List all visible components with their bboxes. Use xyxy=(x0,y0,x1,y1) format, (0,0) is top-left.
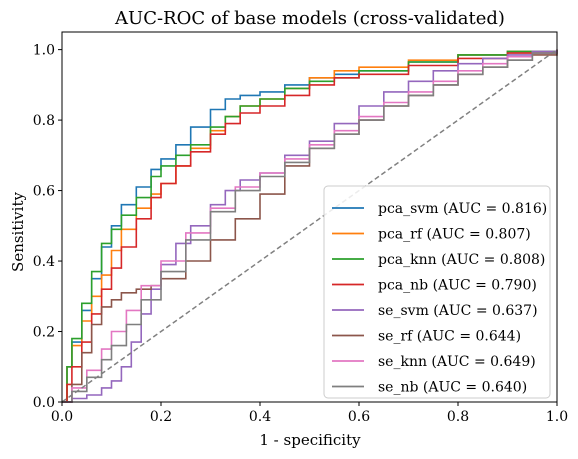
curve-layer xyxy=(62,49,558,403)
x-tick-label: 0.0 xyxy=(51,409,73,425)
plot-frame xyxy=(61,31,558,403)
x-tick-label: 0.8 xyxy=(447,409,469,425)
y-axis-label: Sensitivity xyxy=(9,192,27,272)
legend: pca_svm (AUC = 0.816) pca_rf (AUC = 0.807… xyxy=(323,185,551,399)
y-tick-label: 0.4 xyxy=(33,254,55,270)
legend-items: pca_svm (AUC = 0.816) pca_rf (AUC = 0.807… xyxy=(332,201,547,396)
x-axis-label: 1 - specificity xyxy=(259,431,361,449)
x-tick-label: 0.6 xyxy=(348,409,370,425)
y-tick-label: 0.0 xyxy=(33,395,55,411)
legend-label: pca_rf (AUC = 0.807) xyxy=(378,227,531,243)
y-tick-label: 1.0 xyxy=(33,43,55,59)
chance-diagonal-line xyxy=(61,49,558,403)
legend-label: pca_svm (AUC = 0.816) xyxy=(378,201,547,217)
legend-label: se_nb (AUC = 0.640) xyxy=(378,380,527,396)
y-axis-ticks: 0.0 0.2 0.4 0.6 0.8 1.0 xyxy=(33,43,62,411)
legend-label: se_rf (AUC = 0.644) xyxy=(378,329,521,345)
y-tick-label: 0.2 xyxy=(33,325,55,341)
x-tick-label: 1.0 xyxy=(546,409,568,425)
legend-label: pca_knn (AUC = 0.808) xyxy=(378,252,545,268)
legend-label: se_svm (AUC = 0.637) xyxy=(378,303,538,319)
y-tick-label: 0.8 xyxy=(33,113,55,129)
x-tick-label: 0.4 xyxy=(249,409,271,425)
roc-curve-8 xyxy=(62,49,558,403)
chart-title: AUC-ROC of base models (cross-validated) xyxy=(114,8,505,29)
x-axis-ticks: 0.0 0.2 0.4 0.6 0.8 1.0 xyxy=(51,402,568,425)
roc-curve-4 xyxy=(62,49,558,403)
legend-label: se_knn (AUC = 0.649) xyxy=(378,354,536,370)
y-tick-label: 0.6 xyxy=(33,184,55,200)
legend-label: pca_nb (AUC = 0.790) xyxy=(378,278,537,294)
roc-curve-3 xyxy=(62,49,558,403)
legend-box xyxy=(323,185,551,399)
x-tick-label: 0.2 xyxy=(150,409,172,425)
